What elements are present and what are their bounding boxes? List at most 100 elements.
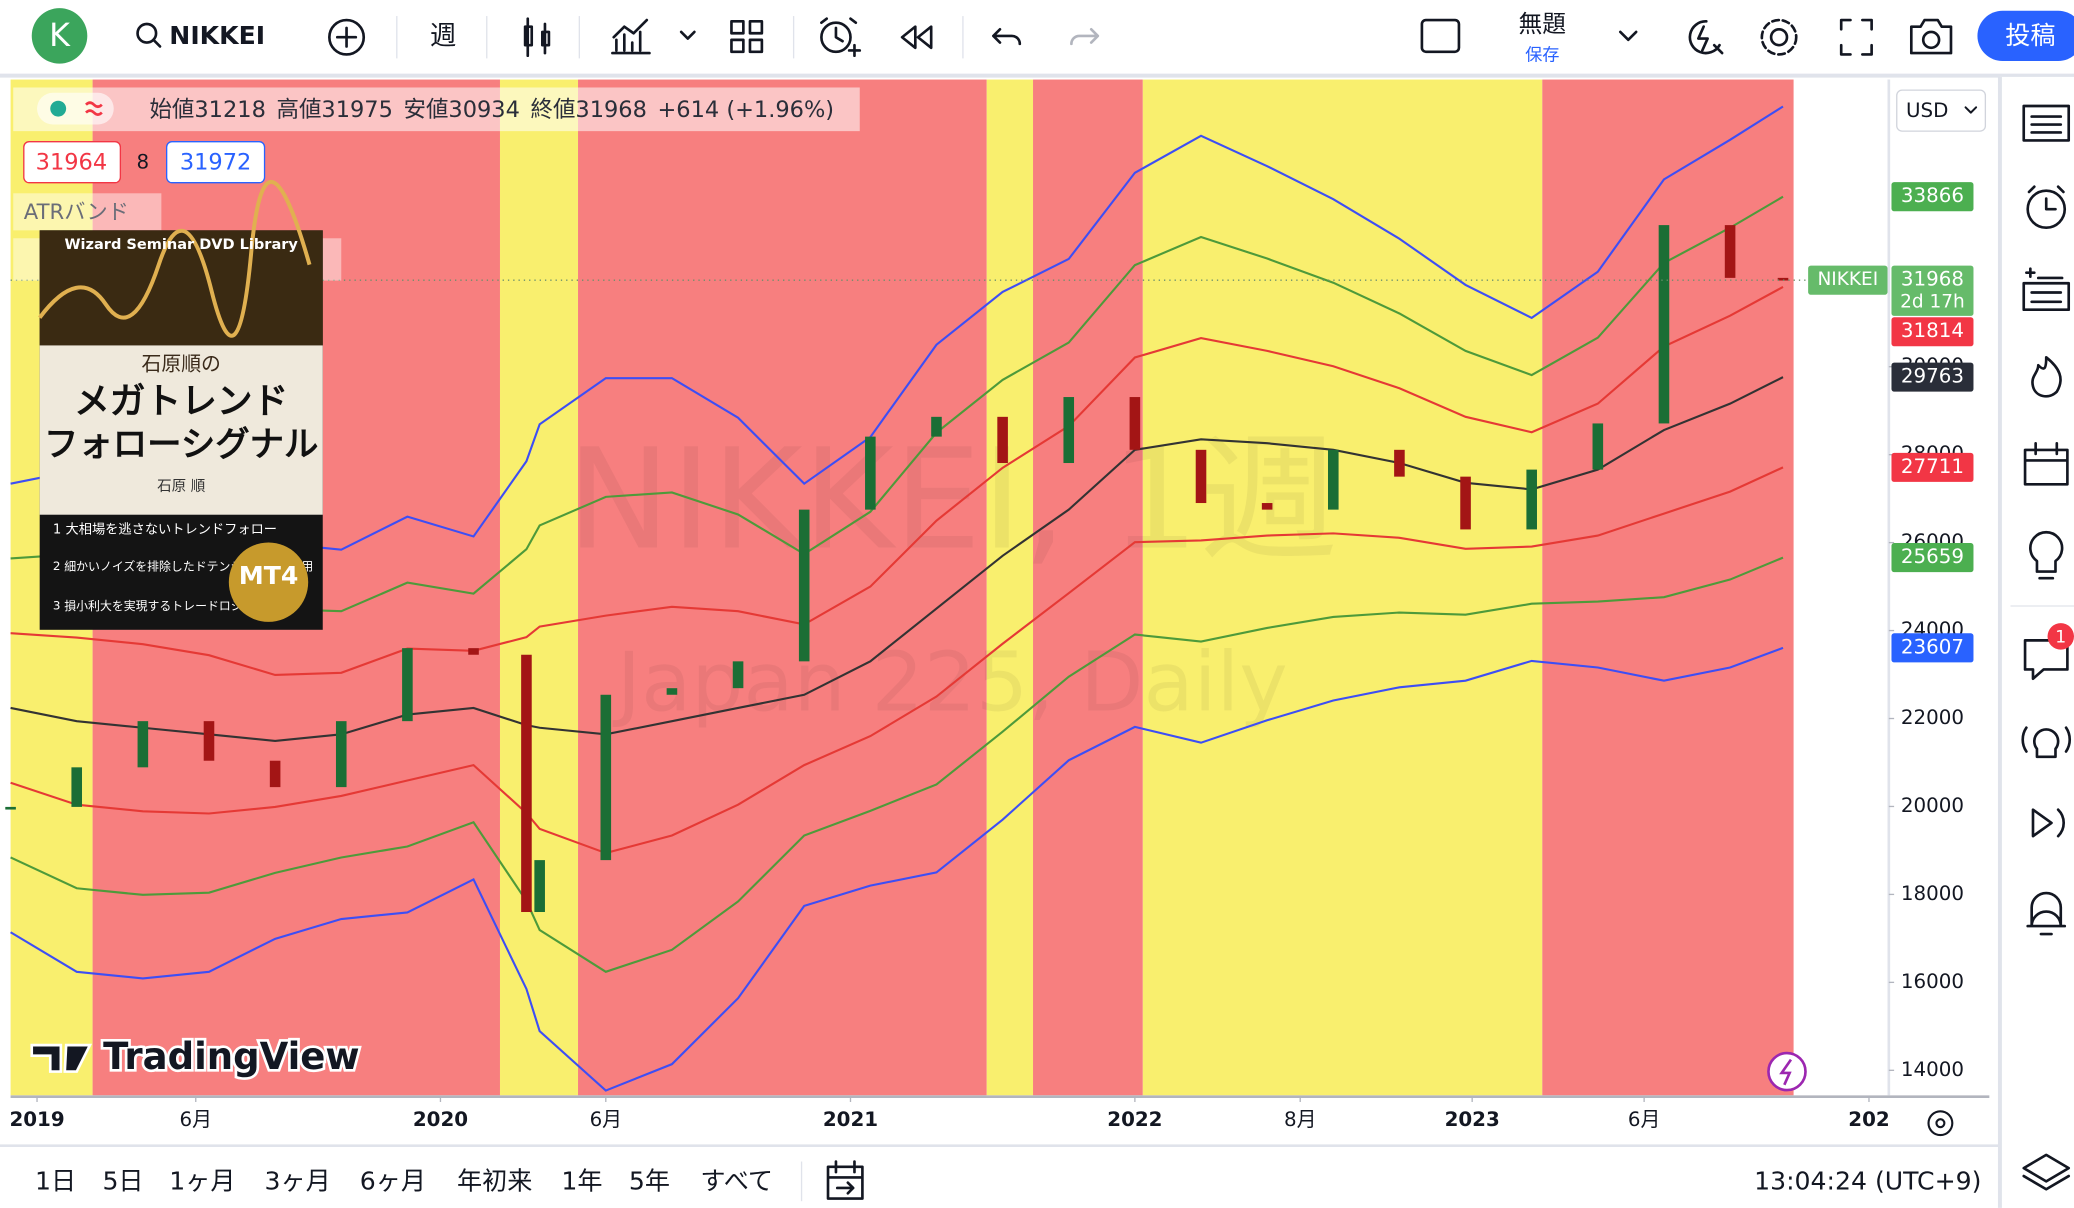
ad-title-bg (39, 345, 323, 515)
currency-select[interactable] (1896, 89, 1987, 132)
replay-icon[interactable] (900, 25, 933, 50)
logo: TradingView (30, 1032, 362, 1080)
watermark: NIKKEI, 1週 (567, 419, 1338, 581)
candle (269, 760, 281, 788)
x-tick-label: 6月 (180, 1108, 212, 1131)
atr-band (10, 376, 1784, 743)
range-button[interactable]: 1ヶ月 (169, 1167, 235, 1196)
range-button[interactable]: 1日 (35, 1167, 76, 1196)
quick-search-icon[interactable] (1688, 20, 1724, 55)
settings-icon[interactable] (1769, 27, 1789, 47)
range-button[interactable]: すべて (700, 1167, 773, 1196)
layout-square[interactable] (1420, 18, 1461, 54)
indicators-icon[interactable] (611, 18, 651, 55)
candle (137, 721, 149, 768)
high: 高値31975 (276, 96, 392, 122)
chevron (1964, 106, 1978, 114)
watermark: Japan 225, Daily (612, 635, 1288, 730)
object-tree-icon[interactable] (2022, 267, 2071, 312)
lightning-icon (1779, 1058, 1793, 1086)
watchlist-icon[interactable] (2022, 104, 2071, 142)
ad-author: 石原 順 (157, 478, 206, 495)
layers-icon[interactable] (2022, 1153, 2071, 1191)
redo-icon[interactable] (1070, 27, 1100, 46)
fullscreen-icon[interactable] (1839, 18, 1873, 56)
alerts-icon[interactable] (2026, 189, 2067, 230)
price-badge (1891, 182, 1974, 212)
streams-icon[interactable] (2021, 726, 2071, 759)
undo-icon[interactable] (992, 27, 1022, 46)
chevron[interactable] (679, 30, 696, 40)
range-button[interactable]: 年初来 (457, 1167, 532, 1196)
calendar-icon[interactable] (2023, 441, 2069, 486)
candle (931, 416, 942, 437)
price-badge-label: 33866 (1901, 184, 1964, 207)
candle (1724, 225, 1736, 278)
symbol-badge-label: NIKKEI (1817, 269, 1878, 290)
layout-title[interactable]: 無題 (1518, 10, 1566, 38)
candle (402, 648, 413, 722)
scale-settings[interactable] (1927, 1110, 1954, 1137)
bottom-toolbar: 13:04:24 (UTC+9) 1日 5日 1ヶ月 3ヶ月 6ヶ月 年初来 1年 5年 すべて (0, 1144, 2000, 1202)
avatar[interactable] (31, 8, 88, 64)
date-range-icon[interactable] (826, 1160, 864, 1200)
time-axis-bg (0, 1095, 2000, 1145)
snapshot-icon[interactable] (1909, 18, 1953, 55)
y-tick-label: 20000 (1901, 794, 1964, 817)
clock: 13:04:24 (UTC+9) (1754, 1167, 1981, 1196)
range-button[interactable]: 5年 (629, 1167, 670, 1196)
status-pill[interactable] (37, 92, 114, 125)
compare-icon[interactable] (328, 18, 366, 56)
candle (732, 661, 744, 689)
low: 安値30934 (403, 96, 519, 122)
range-button[interactable]: 1年 (561, 1167, 602, 1196)
market-status (50, 100, 67, 117)
buy-button[interactable] (165, 141, 266, 184)
candle (600, 694, 612, 861)
ideas-icon[interactable] (2029, 531, 2064, 580)
notifications-icon[interactable] (2026, 891, 2067, 936)
x-tick-label: 8月 (1284, 1108, 1316, 1131)
range-button[interactable]: 6ヶ月 (360, 1167, 426, 1196)
session-region (499, 79, 579, 1096)
symbol[interactable]: NIKKEI (169, 21, 265, 50)
candle (534, 860, 545, 913)
search-icon (152, 38, 162, 48)
chart-type-icon[interactable] (523, 17, 551, 58)
atr-band (10, 286, 1784, 677)
y-tick-label: 18000 (1901, 882, 1964, 905)
interval[interactable]: 週 (430, 21, 456, 52)
y-tick-label: 14000 (1901, 1058, 1964, 1081)
ohlc: 始値31218 高値31975 安値30934 終値31968 +614 (+1.96%… (149, 96, 834, 122)
ad-banner[interactable]: Wizard Seminar DVD Library 石原順の メガトレンド フ… (38, 180, 323, 630)
x-tick-label: 2021 (823, 1108, 878, 1131)
candle (335, 721, 347, 788)
replay-panel-icon[interactable] (2031, 808, 2065, 838)
range-button[interactable]: 3ヶ月 (264, 1167, 330, 1196)
alerts-icon (2027, 185, 2065, 211)
y-tick-label: 22000 (1901, 706, 1964, 729)
ask: 31972 (180, 149, 251, 175)
price-badge (1891, 317, 1974, 347)
ad-point: 3 損小利大を実現するトレードロジック (53, 598, 267, 612)
layout-icon[interactable] (730, 20, 764, 54)
x-tick-label: 2019 (9, 1108, 64, 1131)
range-button[interactable]: 5日 (102, 1167, 143, 1196)
session-region (1033, 79, 1143, 1096)
ad-title: フォローシグナル (44, 425, 318, 465)
candle (1526, 469, 1537, 530)
alert-icon[interactable] (820, 21, 852, 54)
logo-text: TradingView (103, 1035, 359, 1078)
sell-button[interactable] (23, 141, 122, 184)
x-tick-label: 6月 (590, 1108, 622, 1131)
atr-band (10, 556, 1784, 973)
save-label[interactable]: 保存 (1525, 46, 1559, 66)
search-icon[interactable] (136, 22, 158, 44)
indicator-name[interactable]: ATRバンド (24, 199, 129, 224)
candle (1327, 449, 1339, 510)
x-tick-label: 6月 (1628, 1108, 1660, 1131)
chevron[interactable] (1618, 30, 1638, 42)
publish-button[interactable] (1977, 10, 2074, 62)
hotlist-icon[interactable] (2031, 355, 2062, 398)
